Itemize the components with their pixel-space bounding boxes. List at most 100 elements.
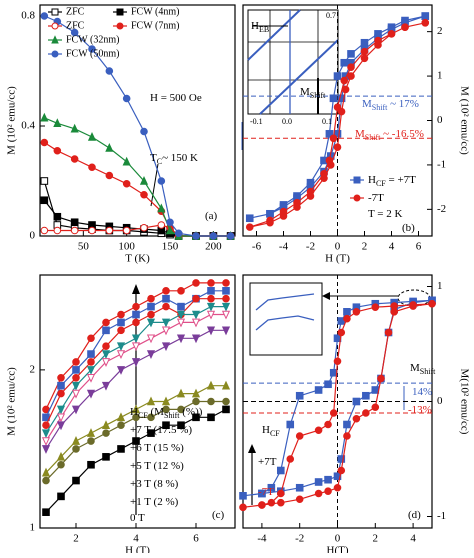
annotation-sub: Shift [164,411,180,420]
annotation-part: (a) [205,210,218,222]
legend-label-sub: CF [376,179,386,188]
inset-b [247,9,339,115]
legend-label: HCF = +7T [368,174,416,189]
marker [333,143,342,151]
marker [377,374,385,383]
legend-label: FCW (50nm) [66,48,119,59]
inset-label-part: 0.0 [282,117,292,126]
marker [57,373,65,382]
marker [40,177,49,185]
marker [122,179,131,188]
annotation-part: ~ -16.5% [380,128,424,140]
marker [191,318,201,328]
marker [87,460,95,469]
arrow-head [248,444,256,453]
legend-label: FCW (4nm) [131,6,179,17]
annotation-part: ~ 17% [387,98,419,110]
marker [102,318,110,327]
marker [222,279,230,287]
annotation: (b) [402,222,415,234]
annotation-sub: CF [270,429,280,438]
y-axis-label: M (10² emu/cc) [6,86,18,155]
marker [102,342,110,350]
annotation-part: -7T [258,486,274,498]
marker [122,156,131,166]
tc-arrow [150,163,159,207]
marker [105,143,114,152]
marker [101,350,111,360]
marker [206,380,216,390]
x-axis-label: H(T) [327,545,349,553]
marker [72,366,80,374]
marker [329,409,338,417]
marker [192,232,200,240]
marker [286,455,295,463]
marker [162,287,170,295]
marker [40,226,49,235]
marker [206,326,216,336]
marker [207,294,215,303]
marker [222,397,230,406]
inset-frame [247,9,339,115]
marker [116,350,126,360]
annotation: MShift ~ 17% [362,98,419,113]
marker [41,467,51,477]
inset-line [247,9,301,61]
arrow-head [322,292,330,300]
marker [239,492,247,500]
annotation-sub: Shift [365,133,381,142]
annotation: HCF (MShift (%)) [130,406,203,421]
annotation-part: +3 T (8 %) [130,478,179,490]
marker [56,451,66,461]
marker [325,130,334,138]
marker [192,397,200,406]
x-tick-label: -2 [306,241,315,253]
marker [314,489,323,498]
annotation-sub: Shift [372,103,388,112]
marker [352,308,361,316]
marker [162,302,170,311]
inset-label: 0.0 [282,117,292,126]
annotation-part: +7T [258,456,277,468]
legend-label: FCW (32nm) [66,34,119,45]
marker [157,177,166,185]
marker [295,483,304,492]
x-tick-label: 2 [73,533,79,545]
inset-label-part: H [251,20,259,32]
marker [337,455,346,463]
marker [360,38,369,47]
marker [40,12,49,20]
arrow-head [132,284,140,294]
marker [340,58,349,67]
marker [71,405,81,415]
marker [360,54,369,63]
marker [41,445,51,454]
x-axis-label: H (T) [325,253,350,265]
annotation: -7T [258,486,274,498]
marker [40,112,49,122]
marker [40,196,49,205]
marker [245,214,254,223]
marker [116,342,126,352]
marker [333,72,342,80]
marker [140,223,148,232]
inset-label-part: 0.7 [326,11,336,20]
annotation: 14% [412,386,432,398]
marker [206,302,216,312]
marker [57,381,65,390]
annotation-part: (%)) [180,406,203,418]
annotation: +6 T (15 %) [130,442,184,454]
marker [147,294,155,303]
marker [192,279,200,287]
annotation-part: 0 T [130,512,145,524]
marker [333,357,342,366]
marker [101,381,111,391]
marker [324,380,332,389]
marker [401,23,409,32]
y-tick-label: 1 [437,280,443,292]
marker [88,163,96,172]
marker [162,405,170,414]
marker [347,72,355,80]
marker [324,475,332,484]
marker [140,190,148,199]
